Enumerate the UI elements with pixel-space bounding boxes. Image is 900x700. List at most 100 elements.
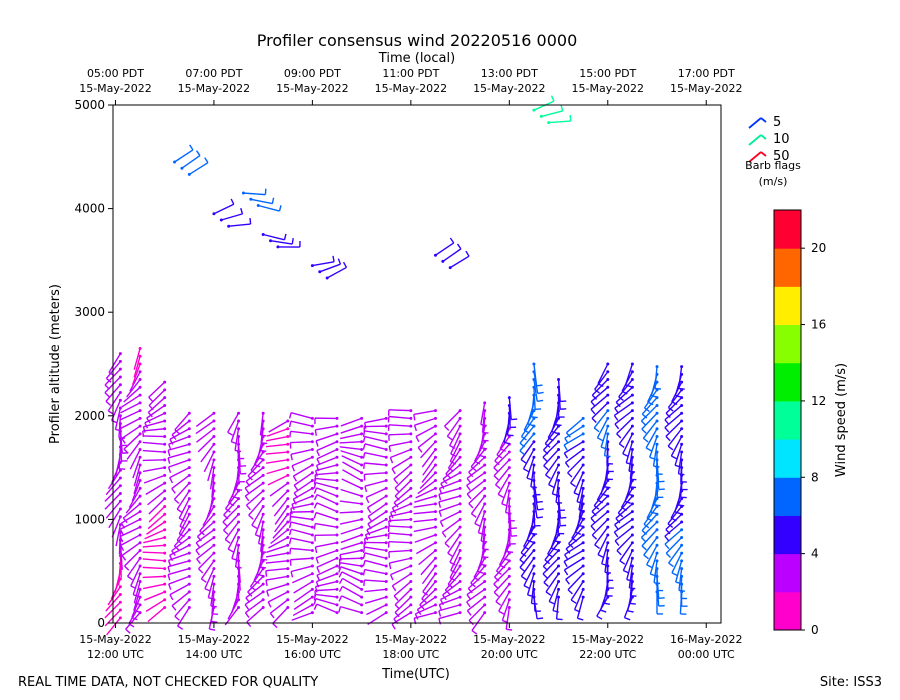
wind-barb	[596, 595, 610, 620]
barb-flag	[244, 612, 250, 618]
barb-flag	[591, 417, 597, 424]
x-axis-label: Time(UTC)	[381, 667, 450, 682]
barb-flag	[199, 530, 205, 536]
colorbar-band	[774, 362, 801, 402]
wind-barb	[119, 409, 142, 421]
barb-staff	[196, 544, 215, 560]
barb-staff	[667, 389, 683, 408]
barb-flag	[142, 430, 145, 437]
barb-flag	[552, 493, 559, 497]
barb-staff	[269, 599, 289, 614]
wind-barb	[670, 435, 684, 460]
barb-flag	[441, 532, 447, 538]
wind-barb	[616, 416, 634, 439]
barb-flag	[519, 566, 526, 572]
wind-barb	[292, 572, 314, 584]
wind-barb	[591, 494, 610, 517]
barb-flag	[416, 609, 422, 615]
barb-staff	[388, 415, 411, 420]
barb-staff	[643, 389, 658, 409]
wind-barb	[520, 440, 536, 464]
wind-barb	[613, 401, 634, 421]
barb-staff	[167, 560, 190, 568]
barb-staff	[674, 444, 683, 466]
wind-barb	[291, 455, 314, 472]
wind-barb	[420, 556, 437, 576]
wind-barb	[664, 528, 684, 550]
barb-flag	[481, 540, 488, 543]
barb-flag	[247, 591, 253, 597]
barb-staff	[316, 441, 338, 452]
wind-barb	[495, 466, 511, 490]
barb-flag	[107, 410, 114, 415]
wind-barb	[649, 435, 659, 460]
barb-flag	[543, 465, 549, 471]
wind-barb	[339, 510, 364, 514]
barb-staff	[645, 428, 658, 449]
wind-barb	[393, 486, 413, 508]
barb-flag	[362, 443, 366, 450]
barb-staff	[169, 428, 190, 440]
barb-flag	[628, 493, 635, 497]
barb-staff	[367, 511, 387, 525]
barb-staff	[388, 540, 411, 544]
wind-barb	[367, 510, 388, 530]
barb-flag	[624, 616, 631, 621]
barb-staff	[664, 404, 683, 421]
barb-flag	[527, 594, 534, 598]
barb-staff	[613, 402, 633, 417]
barb-flag	[629, 602, 636, 605]
barb-flag	[574, 531, 582, 535]
wind-barb	[230, 419, 241, 445]
barb-staff	[171, 536, 190, 552]
barb-flag	[413, 424, 418, 432]
barb-flag	[128, 623, 135, 628]
wind-barb	[207, 574, 216, 600]
barb-staff	[573, 472, 584, 494]
barb-flag	[674, 464, 682, 468]
barb-flag	[622, 453, 629, 457]
barb-flag	[439, 599, 444, 606]
barb-staff	[173, 482, 190, 500]
barb-flag	[363, 538, 367, 545]
wind-barb	[247, 574, 265, 597]
barb-staff	[393, 464, 412, 480]
barb-staff	[439, 503, 461, 512]
barb-flag	[450, 460, 457, 465]
barb-staff	[393, 581, 412, 597]
barb-flag	[550, 95, 555, 102]
wind-barb	[195, 536, 216, 556]
barb-staff	[578, 495, 584, 518]
wind-barb	[655, 590, 663, 615]
barb-flag	[600, 609, 607, 613]
barb-flag	[644, 407, 650, 412]
barb-staff	[126, 441, 141, 460]
barb-flag	[105, 400, 112, 406]
barb-flag	[250, 586, 256, 591]
barb-staff	[268, 420, 289, 433]
wind-barb	[288, 420, 314, 428]
wind-barb	[231, 536, 241, 561]
wind-barb	[520, 556, 536, 581]
wind-barb	[444, 409, 462, 431]
barb-staff	[470, 449, 486, 468]
barb-staff	[144, 591, 165, 601]
wind-barb	[446, 416, 462, 441]
barb-staff	[414, 611, 436, 619]
barb-staff	[442, 581, 461, 596]
barb-staff	[115, 524, 122, 547]
barb-flag	[614, 524, 619, 530]
barb-staff	[316, 448, 338, 460]
barb-flag	[625, 384, 632, 388]
wind-barb	[196, 520, 216, 542]
barb-staff	[438, 611, 461, 620]
wind-barb	[133, 463, 142, 487]
wind-barb	[203, 450, 216, 473]
wind-barb	[414, 533, 437, 543]
barb-flag	[626, 578, 633, 582]
barb-staff	[677, 451, 683, 474]
barb-flag	[389, 574, 394, 581]
barb-flag	[578, 509, 585, 512]
barb-flag	[470, 466, 477, 472]
